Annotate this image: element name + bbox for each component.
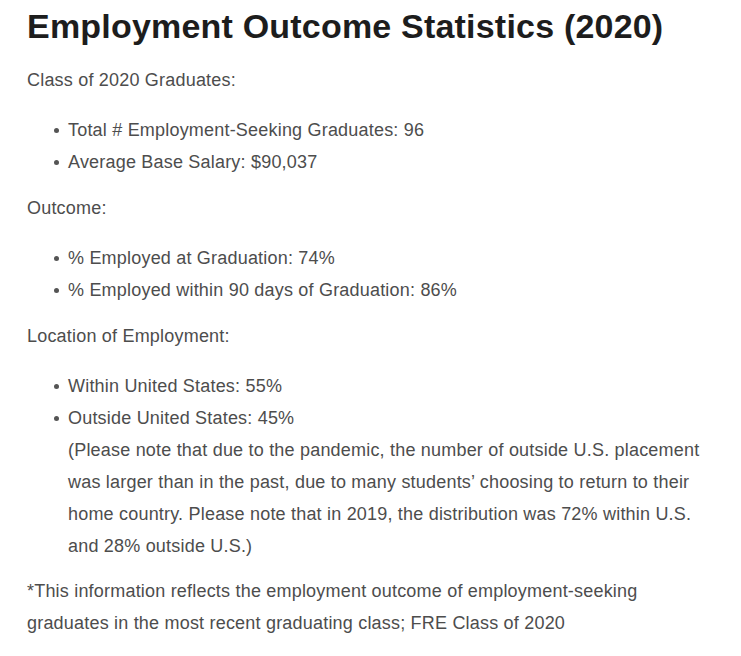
list-item-total-graduates: Total # Employment-Seeking Graduates: 96 (68, 114, 717, 146)
list-item-outside-united-states: Outside United States: 45% (Please note … (68, 402, 717, 562)
location-list: Within United States: 55% Outside United… (27, 370, 717, 562)
list-item-text: % Employed within 90 days of Graduation:… (68, 280, 457, 300)
list-item-text: Outside United States: 45% (68, 408, 294, 428)
section-heading-location-of-employment: Location of Employment: (27, 320, 717, 352)
section-heading-class-of-2020-graduates: Class of 2020 Graduates: (27, 64, 717, 96)
list-item-within-united-states: Within United States: 55% (68, 370, 717, 402)
list-item-text: % Employed at Graduation: 74% (68, 248, 335, 268)
footnote: *This information reflects the employmen… (27, 575, 717, 639)
page-title: Employment Outcome Statistics (2020) (27, 6, 717, 46)
list-item-employed-within-90-days: % Employed within 90 days of Graduation:… (68, 274, 717, 306)
employment-statistics-page: Employment Outcome Statistics (2020) Cla… (0, 0, 741, 656)
list-item-text: Total # Employment-Seeking Graduates: 96 (68, 120, 424, 140)
list-item-text: Within United States: 55% (68, 376, 282, 396)
list-item-average-base-salary: Average Base Salary: $90,037 (68, 146, 717, 178)
list-item-employed-at-graduation: % Employed at Graduation: 74% (68, 242, 717, 274)
section-heading-outcome: Outcome: (27, 192, 717, 224)
list-item-text: Average Base Salary: $90,037 (68, 152, 317, 172)
outcome-list: % Employed at Graduation: 74% % Employed… (27, 242, 717, 306)
pandemic-note: (Please note that due to the pandemic, t… (68, 434, 717, 562)
class-of-2020-list: Total # Employment-Seeking Graduates: 96… (27, 114, 717, 178)
